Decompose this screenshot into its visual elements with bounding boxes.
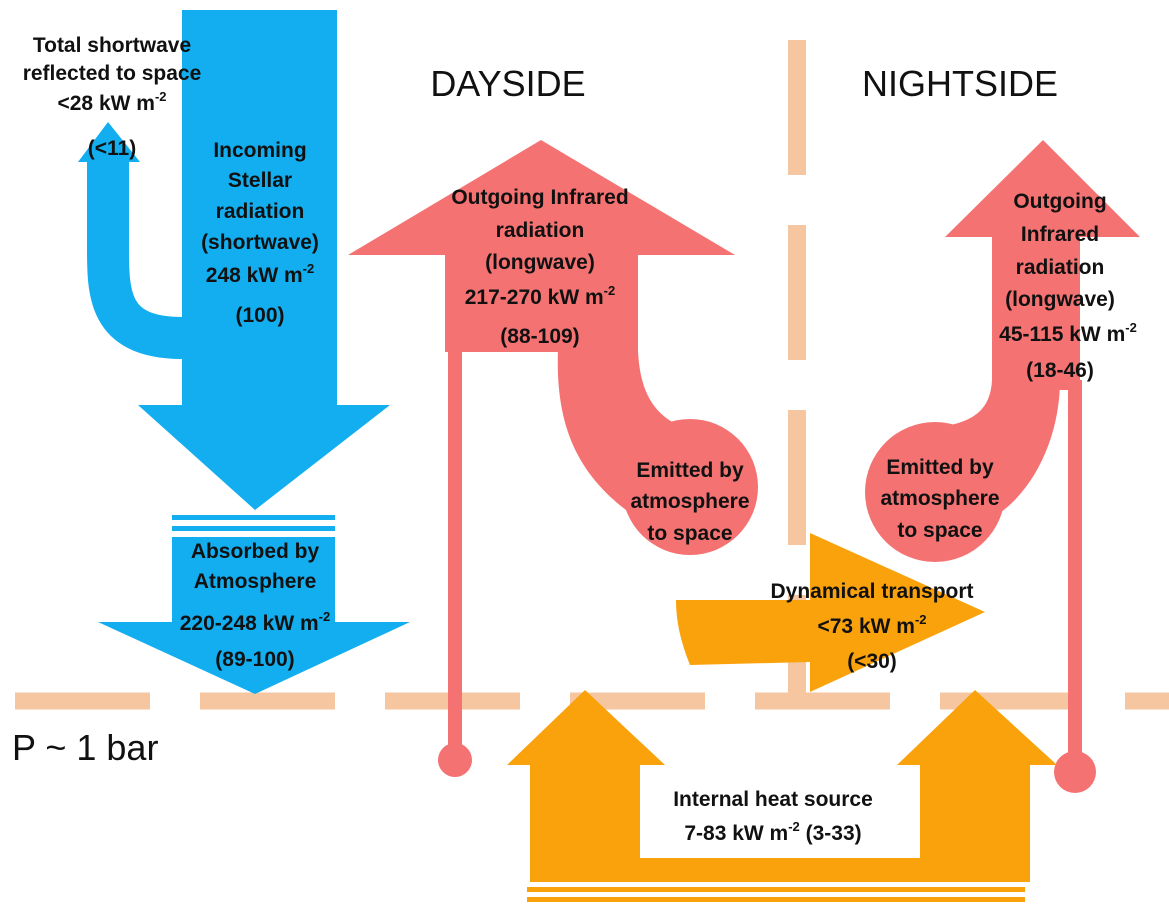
label: (88-109) [500, 325, 579, 348]
label: radiation [1016, 256, 1105, 279]
label: Incoming [213, 139, 306, 162]
label: 220-248 kW m-2 [180, 609, 330, 635]
label: radiation [496, 219, 585, 242]
label: Stellar [228, 169, 292, 192]
label: 217-270 kW m-2 [465, 283, 615, 309]
label: (<11) [88, 137, 136, 160]
internal-heat-arrow [507, 690, 1057, 902]
label: Internal heat source [673, 788, 873, 811]
dynamical-arrow [676, 533, 985, 692]
label: to space [647, 522, 732, 545]
label: radiation [216, 200, 305, 223]
pressure-label: P ~ 1 bar [12, 727, 158, 768]
nightside-header: NIGHTSIDE [862, 63, 1058, 104]
label: (100) [235, 304, 284, 327]
nightside-ir-arrow [865, 140, 1140, 793]
label: (longwave) [485, 251, 595, 274]
label: <28 kW m-2 [57, 89, 166, 115]
label: 7-83 kW m-2 (3-33) [684, 819, 861, 845]
label: 45-115 kW m-2 [999, 320, 1137, 346]
label: to space [897, 519, 982, 542]
label: Infrared [1021, 223, 1099, 246]
label: Outgoing [1013, 190, 1106, 213]
dayside-ir-arrow [348, 140, 758, 777]
label: (longwave) [1005, 288, 1115, 311]
label: (18-46) [1026, 359, 1094, 382]
label: reflected to space [23, 62, 202, 85]
label: Emitted by [636, 459, 744, 482]
label: Atmosphere [194, 570, 317, 593]
label: Absorbed by [191, 540, 320, 563]
label: atmosphere [630, 490, 749, 513]
dayside-header: DAYSIDE [430, 63, 585, 104]
label: <73 kW m-2 [817, 612, 926, 638]
label: Dynamical transport [770, 580, 973, 603]
label: (89-100) [215, 648, 294, 671]
label: (<30) [847, 650, 897, 673]
label: Emitted by [886, 456, 994, 479]
label: Outgoing Infrared [451, 186, 628, 209]
label: atmosphere [880, 487, 999, 510]
incoming-arrow [78, 10, 410, 694]
label: Total shortwave [33, 34, 191, 57]
label: 248 kW m-2 [206, 261, 314, 287]
label: (shortwave) [201, 231, 319, 254]
